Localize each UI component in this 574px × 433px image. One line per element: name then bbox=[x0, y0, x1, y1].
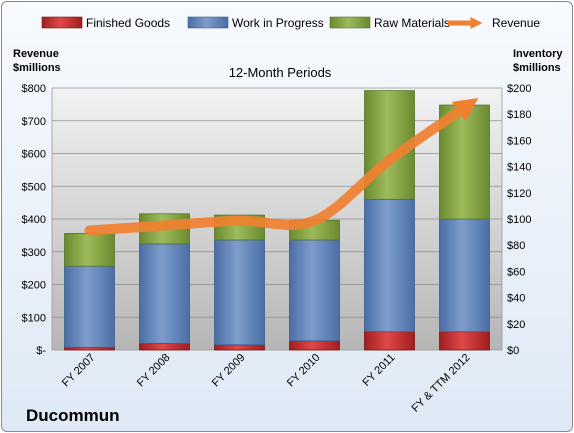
right-tick-label: $20 bbox=[507, 319, 525, 331]
left-axis-ticks: $- $100 $200 $300 $400 $500 $600 $700 $800 bbox=[22, 83, 47, 357]
bar-work-in-progress bbox=[64, 265, 115, 348]
right-tick-label: $80 bbox=[507, 240, 525, 252]
left-tick-label: $600 bbox=[22, 149, 46, 161]
left-tick-label: $- bbox=[36, 345, 46, 357]
bar-work-in-progress bbox=[289, 239, 340, 342]
right-tick-label: $120 bbox=[507, 188, 531, 200]
left-tick-label: $700 bbox=[22, 116, 46, 128]
right-tick-label: $40 bbox=[507, 293, 525, 305]
x-tick-label: FY & TTM 2012 bbox=[410, 352, 473, 415]
legend-label-finished-goods: Finished Goods bbox=[86, 16, 170, 30]
bar-work-in-progress bbox=[364, 198, 415, 333]
company-name: Ducommun bbox=[26, 406, 120, 425]
right-tick-label: $100 bbox=[507, 214, 531, 226]
x-tick-label: FY 2009 bbox=[210, 352, 248, 390]
bar-raw-materials bbox=[64, 233, 115, 267]
x-axis-labels: FY 2007 FY 2008 FY 2009 FY 2010 FY 2011 FY & … bbox=[60, 352, 473, 415]
chart-title: 12-Month Periods bbox=[229, 65, 332, 80]
legend-swatch-raw-materials bbox=[329, 16, 371, 29]
left-tick-label: $500 bbox=[22, 181, 46, 193]
revenue-line-path bbox=[84, 98, 479, 236]
right-tick-label: $60 bbox=[507, 266, 525, 278]
left-tick-label: $100 bbox=[22, 312, 46, 324]
x-tick-label: FY 2011 bbox=[360, 352, 397, 389]
legend-swatch-work-in-progress bbox=[187, 16, 229, 29]
bar-finished-goods bbox=[214, 344, 265, 351]
left-tick-label: $400 bbox=[22, 214, 46, 226]
left-axis-title-line1: Revenue bbox=[13, 48, 59, 60]
x-tick-label: FY 2008 bbox=[135, 352, 173, 390]
bar-finished-goods bbox=[289, 340, 340, 351]
left-axis-title-line2: $millions bbox=[13, 62, 61, 74]
left-tick-label: $300 bbox=[22, 247, 46, 259]
left-tick-label: $200 bbox=[22, 280, 46, 292]
legend-swatch-finished-goods bbox=[41, 16, 83, 29]
right-tick-label: $160 bbox=[507, 135, 531, 147]
right-axis-title-line2: $millions bbox=[513, 62, 561, 74]
left-tick-label: $800 bbox=[22, 83, 46, 95]
bar-finished-goods bbox=[139, 343, 190, 351]
bar-work-in-progress bbox=[139, 243, 190, 344]
legend-label-revenue: Revenue bbox=[492, 16, 540, 30]
bar-work-in-progress bbox=[214, 239, 265, 346]
right-axis-ticks: $0 $20 $40 $60 $80 $100 $120 $140 $160 $180 $200 bbox=[507, 83, 531, 357]
gridlines bbox=[52, 120, 502, 318]
right-axis-title-line1: Inventory bbox=[513, 48, 563, 60]
bar-work-in-progress bbox=[439, 218, 490, 333]
x-tick-label: FY 2010 bbox=[285, 352, 323, 390]
right-tick-label: $0 bbox=[507, 345, 519, 357]
legend-label-work-in-progress: Work in Progress bbox=[232, 16, 324, 30]
right-tick-label: $180 bbox=[507, 109, 531, 121]
bar-finished-goods bbox=[364, 331, 415, 351]
legend-label-raw-materials: Raw Materials bbox=[374, 16, 450, 30]
x-tick-label: FY 2007 bbox=[60, 352, 98, 390]
right-tick-label: $200 bbox=[507, 83, 531, 95]
revenue-line bbox=[84, 98, 479, 236]
bar-finished-goods bbox=[439, 331, 490, 351]
legend: Finished Goods Work in Progress Raw Mate… bbox=[41, 16, 540, 30]
right-tick-label: $140 bbox=[507, 162, 531, 174]
stacked-bars bbox=[64, 90, 490, 351]
